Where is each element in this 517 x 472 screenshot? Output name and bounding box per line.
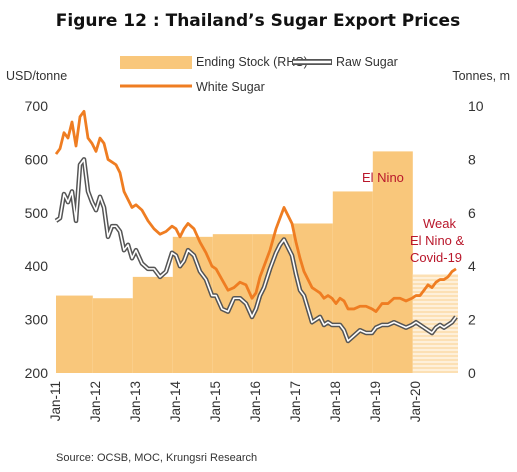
ending-stock-bar-0 [56, 295, 93, 373]
y-right-tick-5: 10 [468, 98, 484, 114]
source-note: Source: OCSB, MOC, Krungsri Research [56, 452, 257, 464]
y-axis-right-label: Tonnes, m [452, 69, 510, 83]
ending-stock-bar-6 [292, 223, 333, 373]
y-left-tick-4: 600 [25, 151, 49, 167]
x-tick-6: Jan-17 [288, 381, 303, 422]
x-tick-1: Jan-12 [88, 381, 103, 422]
raw-sugar-line [55, 158, 457, 342]
y-axis-left-label: USD/tonne [6, 69, 67, 83]
legend-label-raw-sugar: Raw Sugar [336, 55, 398, 69]
x-tick-0: Jan-11 [48, 381, 63, 421]
annotation-el-nino: El Nino [362, 170, 404, 185]
x-tick-4: Jan-15 [208, 381, 223, 422]
annotation-el-nino-and: El Nino & [410, 233, 465, 248]
x-tick-5: Jan-16 [248, 381, 263, 422]
ending-stock-bar-2 [132, 276, 173, 373]
legend-label-ending-stock: Ending Stock (RHS) [196, 55, 308, 69]
y-axis-right-ticks: 0 2 4 6 8 10 [468, 98, 484, 381]
legend-swatch-ending-stock [120, 56, 192, 69]
x-tick-8: Jan-19 [368, 381, 383, 422]
y-right-tick-2: 4 [468, 258, 476, 274]
legend-label-white-sugar: White Sugar [196, 80, 265, 94]
y-right-tick-1: 2 [468, 312, 476, 328]
x-tick-9: Jan-20 [408, 381, 423, 422]
y-left-tick-0: 200 [25, 365, 49, 381]
ending-stock-bar-1 [92, 298, 133, 373]
ending-stock-bar-8 [372, 151, 413, 373]
price-lines [54, 109, 458, 344]
annotation-covid-19: Covid-19 [410, 250, 462, 265]
ending-stock-bar-7 [332, 191, 373, 373]
x-axis-ticks: Jan-11 Jan-12 Jan-13 Jan-14 Jan-15 Jan-16 Jan-… [48, 381, 423, 423]
y-right-tick-4: 8 [468, 151, 476, 167]
y-axis-left-ticks: 200 300 400 500 600 700 [25, 98, 49, 381]
legend: Ending Stock (RHS) Raw Sugar White Sugar [120, 55, 398, 94]
x-tick-3: Jan-14 [168, 381, 183, 423]
chart-title: Figure 12 : Thailand’s Sugar Export Pric… [56, 11, 460, 31]
y-right-tick-0: 0 [468, 365, 476, 381]
x-tick-2: Jan-13 [128, 381, 143, 422]
y-left-tick-5: 700 [25, 98, 49, 114]
y-left-tick-2: 400 [25, 258, 49, 274]
y-right-tick-3: 6 [468, 205, 476, 221]
white-sugar-line [54, 109, 457, 313]
y-left-tick-3: 500 [25, 205, 49, 221]
annotation-weak: Weak [423, 216, 456, 231]
x-tick-7: Jan-18 [328, 381, 343, 422]
y-left-tick-1: 300 [25, 312, 49, 328]
